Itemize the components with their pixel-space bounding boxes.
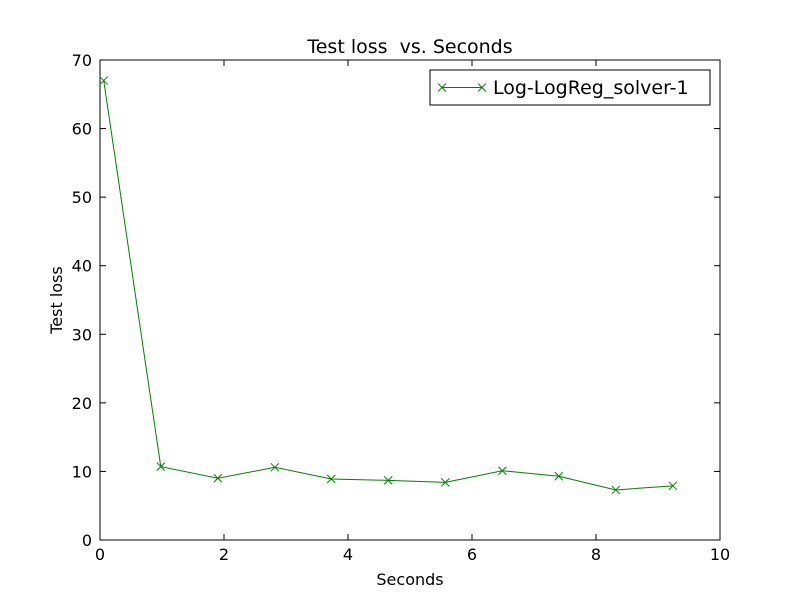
series-line — [103, 80, 673, 491]
x-tick-label: 6 — [467, 545, 477, 564]
legend-marker — [477, 83, 487, 92]
data-point-marker — [156, 462, 166, 471]
data-point-marker — [611, 485, 621, 495]
chart-title: Test loss vs. Seconds — [306, 36, 512, 58]
x-tick-label: 4 — [343, 545, 353, 564]
y-axis-label: Test loss — [47, 266, 66, 335]
data-point-marker — [99, 76, 109, 85]
y-tick-label: 20 — [72, 394, 92, 413]
legend-series-label: Log-LogReg_solver-1 — [493, 77, 689, 99]
x-axis-label: Seconds — [376, 570, 443, 589]
data-point-marker — [554, 471, 564, 481]
legend-marker — [437, 83, 447, 92]
data-point-marker — [668, 481, 678, 491]
x-tick-label: 8 — [591, 545, 601, 564]
legend: Log-LogReg_solver-1 — [429, 69, 711, 106]
data-point-marker — [440, 478, 450, 487]
data-point-marker — [383, 475, 393, 485]
plot-area — [99, 59, 721, 541]
y-tick-label: 60 — [72, 120, 92, 139]
y-tick-label: 70 — [72, 51, 92, 70]
y-tick-label: 10 — [72, 462, 92, 481]
x-tick-label: 10 — [710, 545, 730, 564]
data-point-marker — [326, 474, 336, 484]
y-tick-label: 0 — [82, 531, 92, 550]
data-point-marker — [213, 473, 223, 483]
y-tick-label: 40 — [72, 257, 92, 276]
x-tick-label: 2 — [219, 545, 229, 564]
y-tick-label: 50 — [72, 188, 92, 207]
x-tick-label: 0 — [95, 545, 105, 564]
data-point-marker — [270, 462, 280, 472]
data-point-marker — [498, 466, 507, 476]
y-tick-label: 30 — [72, 325, 92, 344]
